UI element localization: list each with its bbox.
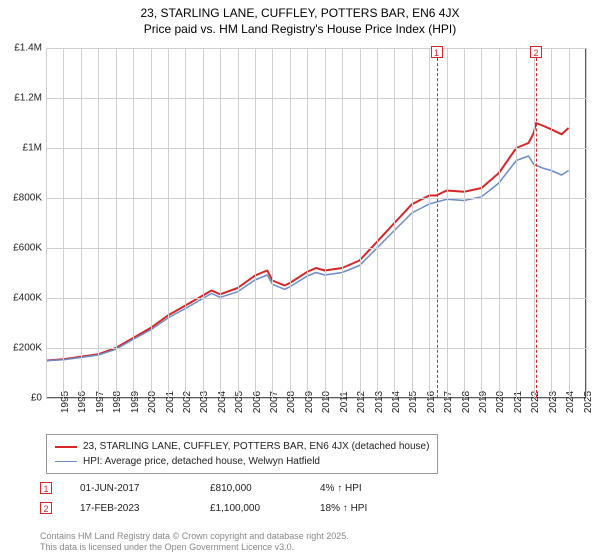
chart-container: 23, STARLING LANE, CUFFLEY, POTTERS BAR,… — [0, 0, 600, 560]
sale-marker-badge: 2 — [530, 46, 542, 58]
gridline-h — [46, 48, 586, 49]
y-axis-tick-label: £1.4M — [14, 43, 42, 54]
sale-marker-badge: 1 — [40, 482, 52, 494]
sales-table: 1 01-JUN-2017£810,0004% ↑ HPI 2 17-FEB-2023… — [40, 478, 410, 518]
gridline-v — [516, 48, 517, 398]
gridline-v — [116, 48, 117, 398]
sale-price: £1,100,000 — [210, 503, 320, 514]
y-axis-tick-label: £1.2M — [14, 93, 42, 104]
gridline-h — [46, 348, 586, 349]
gridline-v — [586, 48, 587, 398]
footer-attribution: Contains HM Land Registry data © Crown c… — [40, 531, 349, 554]
gridline-v — [325, 48, 326, 398]
sale-pct-vs-hpi: 18% ↑ HPI — [320, 503, 410, 514]
gridline-v — [46, 48, 47, 398]
gridline-v — [569, 48, 570, 398]
y-axis-tick-label: £200K — [13, 343, 42, 354]
sale-marker-line — [536, 48, 537, 398]
title-line-2: Price paid vs. HM Land Registry's House … — [0, 22, 600, 38]
y-axis-tick-label: £1M — [23, 143, 42, 154]
y-axis-tick-label: £800K — [13, 193, 42, 204]
gridline-v — [412, 48, 413, 398]
gridline-v — [220, 48, 221, 398]
gridline-v — [151, 48, 152, 398]
gridline-v — [272, 48, 273, 398]
sale-marker-badge: 1 — [431, 46, 443, 58]
title-line-1: 23, STARLING LANE, CUFFLEY, POTTERS BAR,… — [0, 6, 600, 22]
y-axis-tick-label: £0 — [31, 393, 42, 404]
footer-line-2: This data is licensed under the Open Gov… — [40, 542, 349, 554]
legend-swatch — [55, 446, 77, 448]
sale-pct-vs-hpi: 4% ↑ HPI — [320, 483, 410, 494]
chart-title: 23, STARLING LANE, CUFFLEY, POTTERS BAR,… — [0, 0, 600, 37]
line-series-layer — [46, 48, 586, 398]
y-axis-tick-label: £600K — [13, 243, 42, 254]
gridline-v — [238, 48, 239, 398]
gridline-v — [98, 48, 99, 398]
sale-row: 2 17-FEB-2023£1,100,00018% ↑ HPI — [40, 498, 410, 518]
legend-item: 23, STARLING LANE, CUFFLEY, POTTERS BAR,… — [55, 439, 429, 454]
sale-marker-line — [437, 48, 438, 398]
sale-marker-badge: 2 — [40, 502, 52, 514]
gridline-v — [342, 48, 343, 398]
y-axis-tick-label: £400K — [13, 293, 42, 304]
gridline-v — [464, 48, 465, 398]
gridline-v — [81, 48, 82, 398]
gridline-v — [534, 48, 535, 398]
legend-label: 23, STARLING LANE, CUFFLEY, POTTERS BAR,… — [83, 439, 429, 454]
gridline-v — [290, 48, 291, 398]
gridline-v — [255, 48, 256, 398]
plot-area: £0£200K£400K£600K£800K£1M£1.2M£1.4M19951… — [46, 48, 586, 398]
gridline-v — [394, 48, 395, 398]
gridline-v — [203, 48, 204, 398]
legend: 23, STARLING LANE, CUFFLEY, POTTERS BAR,… — [46, 434, 438, 474]
gridline-h — [46, 298, 586, 299]
gridline-v — [551, 48, 552, 398]
x-axis-tick-label: 2026 — [586, 391, 600, 413]
legend-swatch — [55, 461, 77, 462]
sale-date: 17-FEB-2023 — [80, 503, 210, 514]
gridline-v — [429, 48, 430, 398]
legend-item: HPI: Average price, detached house, Welw… — [55, 454, 429, 469]
gridline-h — [46, 198, 586, 199]
gridline-h — [46, 148, 586, 149]
gridline-v — [447, 48, 448, 398]
sale-date: 01-JUN-2017 — [80, 483, 210, 494]
gridline-v — [360, 48, 361, 398]
gridline-h — [46, 98, 586, 99]
gridline-v — [168, 48, 169, 398]
gridline-v — [307, 48, 308, 398]
legend-label: HPI: Average price, detached house, Welw… — [83, 454, 320, 469]
sale-row: 1 01-JUN-2017£810,0004% ↑ HPI — [40, 478, 410, 498]
gridline-v — [63, 48, 64, 398]
gridline-v — [185, 48, 186, 398]
footer-line-1: Contains HM Land Registry data © Crown c… — [40, 531, 349, 543]
gridline-v — [481, 48, 482, 398]
sale-price: £810,000 — [210, 483, 320, 494]
gridline-h — [46, 248, 586, 249]
gridline-v — [133, 48, 134, 398]
gridline-v — [499, 48, 500, 398]
gridline-v — [377, 48, 378, 398]
